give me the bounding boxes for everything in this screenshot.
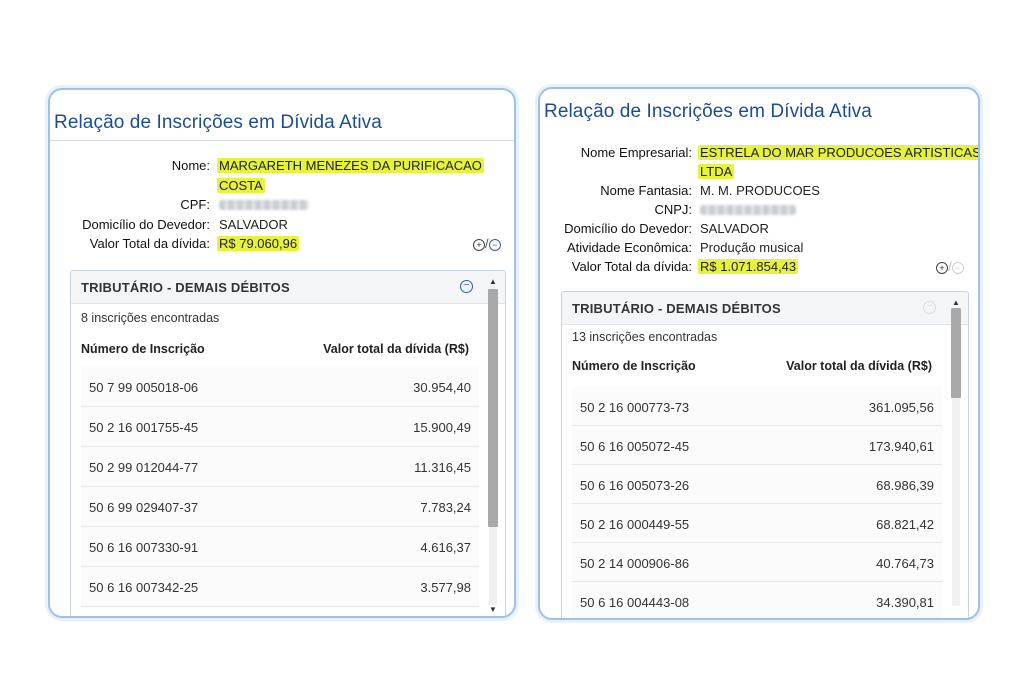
inscription-amount: 68.986,39 xyxy=(876,478,934,493)
section-title: TRIBUTÁRIO - DEMAIS DÉBITOS xyxy=(572,301,781,316)
table-row: 50 2 16 001755-45 15.900,49 xyxy=(81,407,479,447)
section-header[interactable]: TRIBUTÁRIO - DEMAIS DÉBITOS − xyxy=(71,271,505,304)
scrollbar-thumb[interactable] xyxy=(951,308,961,398)
section-scrollbar[interactable]: ▲ xyxy=(950,298,962,616)
table-row: 50 6 16 007342-25 3.577,98 xyxy=(81,567,479,607)
inscription-amount: 40.764,73 xyxy=(876,556,934,571)
table-row: 50 2 14 000906-86 40.764,73 xyxy=(572,543,942,582)
result-count: 13 inscrições encontradas xyxy=(572,330,718,344)
expand-all-icon[interactable]: + xyxy=(936,261,948,274)
column-header-valor: Valor total da dívida (R$) xyxy=(786,359,932,373)
inscription-number: 50 6 16 007342-25 xyxy=(89,580,199,595)
inscriptions-table: 50 2 16 000773-73 361.095,56 50 6 16 00507… xyxy=(572,387,942,618)
inscription-number: 50 7 99 005018-06 xyxy=(89,380,199,395)
inscription-amount: 3.577,98 xyxy=(420,580,471,595)
nome-empresarial-value-line1: ESTRELA DO MAR PRODUCOES ARTISTICAS xyxy=(698,145,978,160)
nome-label: Nome: xyxy=(171,158,210,173)
cnpj-label: CNPJ: xyxy=(654,202,692,217)
valor-total-label: Valor Total da dívida: xyxy=(89,236,210,251)
debt-section: TRIBUTÁRIO - DEMAIS DÉBITOS − 8 inscriçõ… xyxy=(70,270,506,616)
result-count: 8 inscrições encontradas xyxy=(81,311,220,325)
inscription-amount: 4.616,37 xyxy=(420,540,471,555)
table-row: 50 2 99 012044-77 11.316,45 xyxy=(81,447,479,487)
valor-total-value: R$ 1.071.854,43 xyxy=(698,259,799,274)
nome-value-line1: MARGARETH MENEZES DA PURIFICACAO xyxy=(217,158,484,173)
domicilio-value: SALVADOR xyxy=(700,221,769,236)
nome-fantasia-value: M. M. PRODUCOES xyxy=(700,183,820,198)
inscription-amount: 34.390,81 xyxy=(876,595,934,610)
nome-empresarial-label: Nome Empresarial: xyxy=(580,145,692,160)
inscription-amount: 11.316,45 xyxy=(414,460,471,475)
scroll-down-arrow-icon[interactable]: ▼ xyxy=(489,605,497,614)
domicilio-value: SALVADOR xyxy=(219,217,288,232)
panel-title: Relação de Inscrições em Dívida Ativa xyxy=(544,101,872,122)
section-scrollbar[interactable]: ▲ ▼ xyxy=(487,277,499,615)
cpf-label: CPF: xyxy=(180,197,210,212)
inscription-number: 50 6 99 029407-37 xyxy=(89,500,199,515)
collapse-all-icon[interactable]: − xyxy=(488,238,501,251)
nome-empresarial-value-line2: LTDA xyxy=(698,164,735,179)
column-header-valor: Valor total da dívida (R$) xyxy=(323,342,469,356)
expand-collapse-toggles: + / − xyxy=(936,259,964,274)
inscription-number: 50 6 16 004443-08 xyxy=(580,595,690,610)
atividade-label: Atividade Econômica: xyxy=(566,240,692,255)
table-row: 50 6 99 029407-37 7.783,24 xyxy=(81,487,479,527)
table-row: 50 6 16 005072-45 173.940,61 xyxy=(572,426,942,465)
panel-title: Relação de Inscrições em Dívida Ativa xyxy=(54,112,382,133)
inscription-number: 50 6 16 005072-45 xyxy=(580,439,690,454)
nome-value-line2: COSTA xyxy=(217,178,265,193)
inscription-amount: 173.940,61 xyxy=(868,439,934,454)
inscription-amount: 361.095,56 xyxy=(868,400,934,415)
nome-fantasia-label: Nome Fantasia: xyxy=(600,183,692,198)
debt-panel-left: Relação de Inscrições em Dívida Ativa No… xyxy=(48,88,516,618)
title-divider xyxy=(50,140,514,141)
column-header-numero: Número de Inscrição xyxy=(572,359,696,373)
inscription-amount: 68.821,42 xyxy=(876,517,934,532)
domicilio-label: Domicílio do Devedor: xyxy=(564,221,692,236)
table-row: 50 6 16 007330-91 4.616,37 xyxy=(81,527,479,567)
inscription-amount: 15.900,49 xyxy=(413,420,471,435)
cnpj-redacted-value xyxy=(700,205,796,215)
inscription-number: 50 6 16 007330-91 xyxy=(89,540,199,555)
inscription-number: 50 2 99 012044-77 xyxy=(89,460,199,475)
scrollbar-thumb[interactable] xyxy=(488,289,498,527)
section-header[interactable]: TRIBUTÁRIO - DEMAIS DÉBITOS − xyxy=(562,292,968,325)
table-row: 50 2 16 000449-55 68.821,42 xyxy=(572,504,942,543)
scroll-up-arrow-icon[interactable]: ▲ xyxy=(489,277,497,286)
valor-total-value: R$ 79.060,96 xyxy=(217,236,300,251)
expand-collapse-toggles: + / − xyxy=(473,236,501,251)
table-row: 50 7 99 005018-06 30.954,40 xyxy=(81,367,479,407)
domicilio-label: Domicílio do Devedor: xyxy=(82,217,210,232)
inscription-number: 50 2 16 000449-55 xyxy=(580,517,690,532)
cpf-redacted-value xyxy=(219,200,309,210)
inscription-number: 50 2 16 001755-45 xyxy=(89,420,199,435)
table-row: 50 2 16 000773-73 361.095,56 xyxy=(572,387,942,426)
inscription-number: 50 2 16 000773-73 xyxy=(580,400,690,415)
table-row: 50 6 16 005073-26 68.986,39 xyxy=(572,465,942,504)
debt-panel-right: Relação de Inscrições em Dívida Ativa No… xyxy=(538,87,980,620)
inscription-number: 50 6 16 005073-26 xyxy=(580,478,690,493)
valor-total-label: Valor Total da dívida: xyxy=(571,259,692,274)
expand-all-icon[interactable]: + xyxy=(473,238,485,251)
collapse-all-icon[interactable]: − xyxy=(951,261,964,274)
debt-section: TRIBUTÁRIO - DEMAIS DÉBITOS − 13 inscriç… xyxy=(561,291,969,618)
section-title: TRIBUTÁRIO - DEMAIS DÉBITOS xyxy=(81,280,290,295)
column-header-numero: Número de Inscrição xyxy=(81,342,205,356)
collapse-section-icon[interactable]: − xyxy=(923,301,936,314)
inscription-amount: 30.954,40 xyxy=(413,380,471,395)
inscriptions-table: 50 7 99 005018-06 30.954,40 50 2 16 001755… xyxy=(81,367,479,616)
inscription-number: 50 2 14 000906-86 xyxy=(580,556,690,571)
atividade-value: Produção musical xyxy=(700,240,804,255)
table-row: 50 6 16 004443-08 34.390,81 xyxy=(572,582,942,618)
collapse-section-icon[interactable]: − xyxy=(460,280,473,293)
inscription-amount: 7.783,24 xyxy=(420,500,471,515)
scroll-up-arrow-icon[interactable]: ▲ xyxy=(952,298,960,307)
